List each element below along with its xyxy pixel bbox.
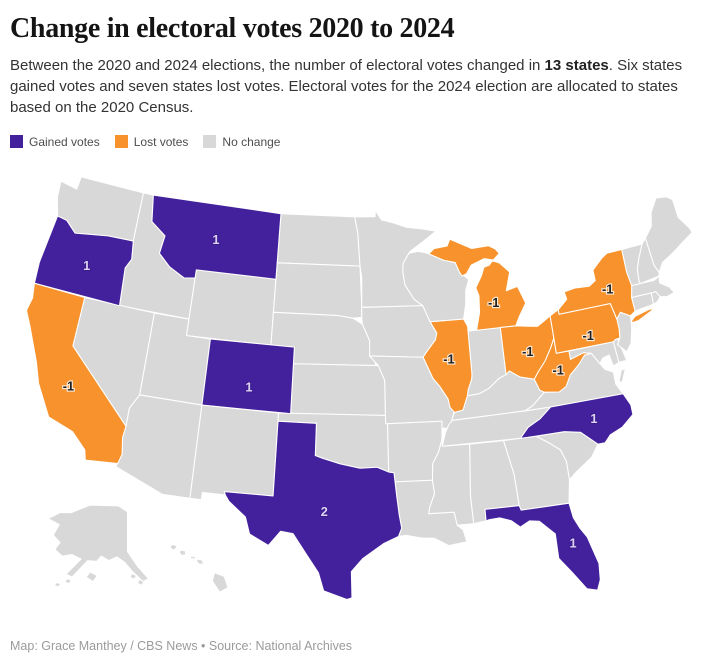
legend-item-gained: Gained votes [10, 135, 100, 149]
state-hawaii[interactable] [211, 572, 229, 593]
state-alaska[interactable] [85, 571, 99, 583]
state-hawaii[interactable] [195, 558, 205, 565]
state-alaska[interactable] [47, 504, 150, 583]
state-west-virginia[interactable] [533, 337, 592, 393]
state-south-dakota[interactable] [272, 262, 363, 319]
state-kansas[interactable] [290, 363, 387, 416]
description-text: Between the 2020 and 2024 elections, the… [10, 56, 545, 74]
state-value-label-california: -1 [63, 379, 74, 394]
state-value-label-north-carolina: 1 [590, 411, 597, 426]
state-florida[interactable] [582, 594, 596, 604]
state-hawaii[interactable] [178, 549, 187, 556]
state-value-label-new-york: -1 [602, 281, 613, 296]
state-illinois[interactable] [422, 318, 473, 413]
legend-label-nochange: No change [222, 134, 281, 149]
state-alaska[interactable] [136, 578, 145, 586]
state-montana[interactable] [151, 194, 282, 280]
state-value-label-oregon: 1 [83, 258, 90, 273]
state-value-label-colorado: 1 [245, 380, 252, 395]
state-value-label-florida: 1 [570, 535, 577, 550]
state-michigan[interactable] [475, 260, 527, 331]
legend-label-lost: Lost votes [133, 134, 189, 149]
description-bold: 13 states [544, 56, 609, 74]
state-value-label-montana: 1 [212, 232, 219, 247]
gained-votes-swatch [10, 135, 23, 149]
state-new-york[interactable] [557, 248, 636, 320]
us-choropleth-map: 1 1 1 2 1 1 -1 -1 -1 -1 -1 -1 -1 [0, 166, 720, 638]
state-hawaii[interactable] [189, 555, 197, 560]
state-arizona[interactable] [115, 394, 203, 499]
state-hawaii[interactable] [169, 544, 178, 551]
state-wisconsin[interactable] [402, 250, 470, 323]
state-colorado[interactable] [201, 338, 295, 415]
legend-item-lost: Lost votes [114, 134, 189, 149]
state-maine[interactable] [644, 196, 693, 273]
state-alaska[interactable] [63, 578, 72, 585]
legend-label-gained: Gained votes [29, 134, 100, 149]
state-north-carolina[interactable] [519, 393, 634, 445]
state-north-dakota[interactable] [276, 213, 361, 267]
state-new-york[interactable] [630, 308, 655, 324]
state-massachusetts[interactable] [631, 275, 675, 299]
state-value-label-pennsylvania: -1 [583, 328, 594, 343]
state-pennsylvania[interactable] [549, 303, 621, 354]
state-florida[interactable] [484, 502, 601, 591]
state-wyoming[interactable] [185, 269, 277, 346]
no-change-swatch [203, 135, 217, 149]
state-california[interactable] [25, 282, 127, 465]
state-michigan[interactable] [428, 238, 500, 277]
state-alaska[interactable] [53, 581, 62, 588]
state-iowa[interactable] [361, 305, 438, 358]
state-oregon[interactable] [33, 215, 134, 307]
state-new-mexico[interactable] [189, 404, 280, 501]
state-virginia[interactable] [618, 367, 626, 384]
description-text-end: . Six states gained votes and seven stat… [10, 56, 683, 117]
state-value-label-michigan: -1 [488, 295, 499, 310]
legend-item-nochange: No change [203, 135, 280, 149]
state-value-label-texas: 2 [321, 504, 328, 519]
page-title: Change in electoral votes 2020 to 2024 [10, 13, 455, 44]
state-value-label-illinois: -1 [443, 351, 454, 366]
legend: Gained votes Lost votes No change [10, 134, 710, 150]
state-texas[interactable] [223, 420, 403, 601]
chart-description: Between the 2020 and 2024 elections, the… [10, 55, 710, 119]
state-alaska[interactable] [129, 572, 138, 580]
lost-votes-swatch [114, 135, 128, 149]
us-map-svg: 1 1 1 2 1 1 -1 -1 -1 -1 -1 -1 -1 [25, 176, 693, 604]
source-credit: Map: Grace Manthey / CBS News • Source: … [10, 639, 353, 653]
state-value-label-ohio: -1 [522, 344, 533, 359]
state-value-label-west-virginia: -1 [552, 363, 563, 378]
